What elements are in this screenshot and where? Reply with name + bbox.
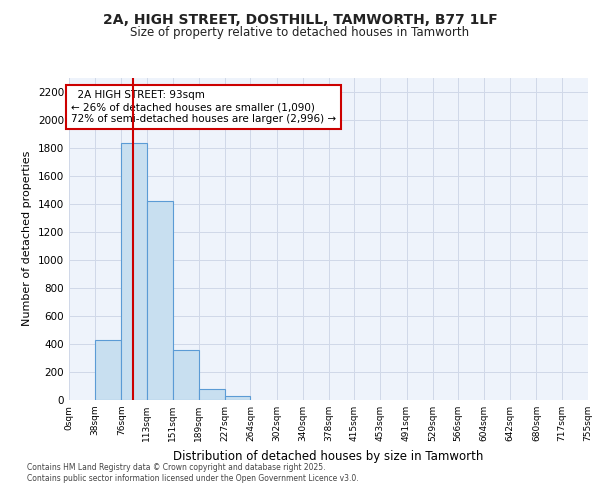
Bar <box>199 390 225 400</box>
Bar <box>225 396 250 400</box>
Text: Contains public sector information licensed under the Open Government Licence v3: Contains public sector information licen… <box>27 474 359 483</box>
Text: 2A, HIGH STREET, DOSTHILL, TAMWORTH, B77 1LF: 2A, HIGH STREET, DOSTHILL, TAMWORTH, B77… <box>103 12 497 26</box>
X-axis label: Distribution of detached houses by size in Tamworth: Distribution of detached houses by size … <box>173 450 484 462</box>
Bar <box>146 201 173 400</box>
Text: Size of property relative to detached houses in Tamworth: Size of property relative to detached ho… <box>130 26 470 39</box>
Bar <box>121 144 146 400</box>
Text: Contains HM Land Registry data © Crown copyright and database right 2025.: Contains HM Land Registry data © Crown c… <box>27 462 325 471</box>
Bar <box>95 340 121 400</box>
Text: 2A HIGH STREET: 93sqm  
← 26% of detached houses are smaller (1,090)
72% of semi: 2A HIGH STREET: 93sqm ← 26% of detached … <box>71 90 336 124</box>
Y-axis label: Number of detached properties: Number of detached properties <box>22 151 32 326</box>
Bar <box>173 350 199 400</box>
